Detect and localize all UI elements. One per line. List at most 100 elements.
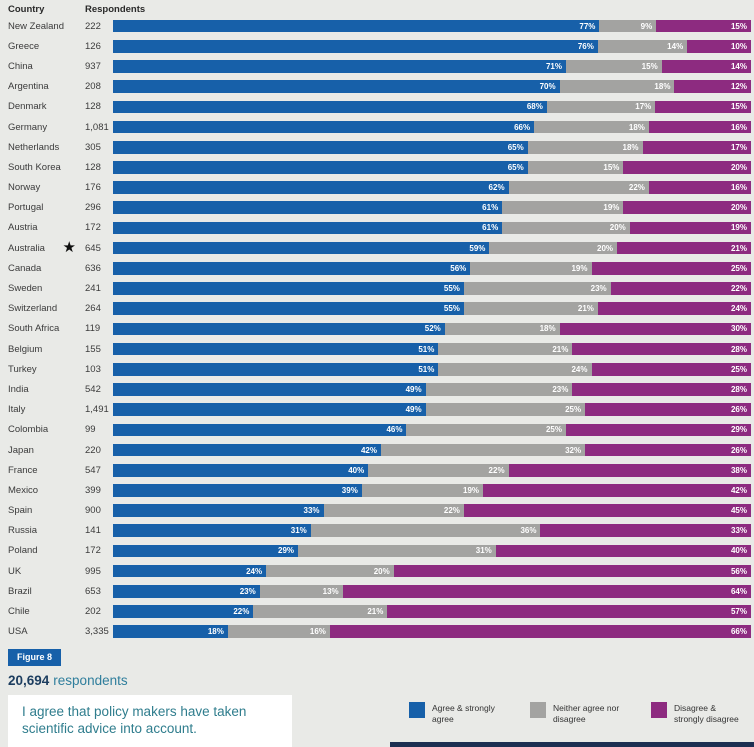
legend: Agree & strongly agree Neither agree nor… [409,695,746,725]
segment-neither: 20% [502,221,630,235]
segment-neither: 15% [565,60,662,73]
country-cell: New Zealand [0,21,85,32]
segment-value-agree: 29% [278,546,295,556]
segment-agree: 65% [113,161,528,174]
segment-value-disagree: 20% [730,162,747,172]
segment-disagree: 56% [393,564,751,578]
country-cell: Mexico [0,485,85,496]
segment-value-neither: 18% [622,142,639,152]
segment-value-neither: 19% [603,203,620,213]
stacked-bar: 49% 25% 26% [113,403,751,416]
segment-agree: 42% [113,443,381,457]
country-cell: Turkey [0,364,85,375]
country-label: China [8,60,33,72]
segment-disagree: 20% [623,161,751,174]
segment-neither: 20% [489,241,618,255]
segment-value-agree: 23% [239,586,256,596]
segment-value-disagree: 40% [730,546,747,556]
country-cell: Argentina [0,81,85,92]
chart-rows: New Zealand 222 77% 9% 15% Greece 126 76… [0,16,754,642]
segment-neither: 13% [259,585,343,598]
country-label: Denmark [8,101,47,113]
table-row: Spain 900 33% 22% 45% [0,501,754,521]
segment-neither: 18% [444,322,560,336]
segment-value-agree: 42% [360,445,377,455]
segment-value-neither: 19% [571,263,588,273]
country-label: South Africa [8,323,60,335]
segment-disagree: 33% [540,524,752,538]
country-cell: Sweden [0,283,85,294]
segment-value-neither: 18% [628,122,645,132]
segment-neither: 32% [380,443,586,457]
respondents-value: 119 [85,323,101,335]
legend-swatch [530,701,546,718]
segment-neither: 18% [559,80,675,93]
respondents-column-header: Respondents [85,4,146,15]
country-label: New Zealand [8,20,64,32]
country-label: Australia [8,242,45,254]
respondents-value: 399 [85,484,101,496]
stacked-bar: 55% 23% 22% [113,282,751,295]
stacked-bar: 49% 23% 28% [113,383,751,396]
table-row: Portugal 296 61% 19% 20% [0,198,754,218]
country-cell: Switzerland [0,303,85,314]
segment-agree: 76% [113,39,598,53]
segment-disagree: 14% [661,60,751,73]
respondents-value: 542 [85,383,101,395]
segment-agree: 61% [113,221,503,235]
stacked-bar: 31% 36% 33% [113,524,752,538]
segment-value-neither: 32% [565,445,582,455]
segment-value-disagree: 15% [730,21,747,31]
segment-neither: 22% [323,504,464,517]
table-row: Japan 220 42% 32% 26% [0,440,754,460]
segment-value-neither: 15% [641,61,658,71]
segment-neither: 36% [310,524,541,538]
segment-disagree: 26% [585,403,751,416]
segment-neither: 23% [425,383,573,396]
segment-disagree: 22% [610,282,751,295]
segment-value-neither: 14% [667,41,684,51]
segment-neither: 17% [546,100,656,114]
respondents-value: 645 [85,242,101,254]
respondents-value: 208 [85,81,101,93]
segment-neither: 19% [502,201,624,215]
stacked-bar: 66% 18% 16% [113,120,751,134]
table-row: Colombia 99 46% 25% 29% [0,420,754,440]
legend-swatch [651,701,667,718]
respondents-value: 900 [85,505,101,517]
country-label: Canada [8,262,42,274]
segment-disagree: 28% [572,342,751,356]
segment-neither: 20% [266,564,394,578]
segment-value-disagree: 22% [730,284,747,294]
segment-value-agree: 33% [303,506,320,516]
segment-disagree: 25% [591,362,751,376]
segment-value-agree: 56% [450,263,467,273]
respondents-value: 222 [85,20,101,32]
legend-label: Neither agree nor disagree [553,702,620,724]
country-cell: South Africa [0,323,85,334]
table-row: Australia ★ 645 59% 20% 21% [0,238,754,258]
segment-neither: 14% [597,39,688,53]
stacked-bar: 52% 18% 30% [113,322,752,336]
respondents-value: 1,491 [85,404,109,416]
segment-neither: 25% [425,403,586,416]
segment-value-agree: 51% [418,364,435,374]
segment-value-disagree: 26% [730,445,747,455]
segment-value-disagree: 14% [730,61,747,71]
respondents-value: 937 [85,60,101,72]
segment-disagree: 45% [463,504,751,517]
respondents-value: 128 [85,161,101,173]
segment-value-neither: 22% [488,465,505,475]
segment-value-disagree: 19% [730,223,747,233]
respondents-value: 172 [85,222,101,234]
segment-value-neither: 18% [539,324,556,334]
segment-value-neither: 25% [545,425,562,435]
stacked-bar: 62% 22% 16% [113,181,751,194]
segment-value-disagree: 28% [730,344,747,354]
table-row: Brazil 653 23% 13% 64% [0,581,754,601]
segment-neither: 24% [438,362,592,376]
segment-agree: 77% [113,19,600,33]
respondents-value: 305 [85,141,101,153]
total-respondents: 20,694 respondents [8,673,754,688]
segment-agree: 65% [113,140,528,154]
